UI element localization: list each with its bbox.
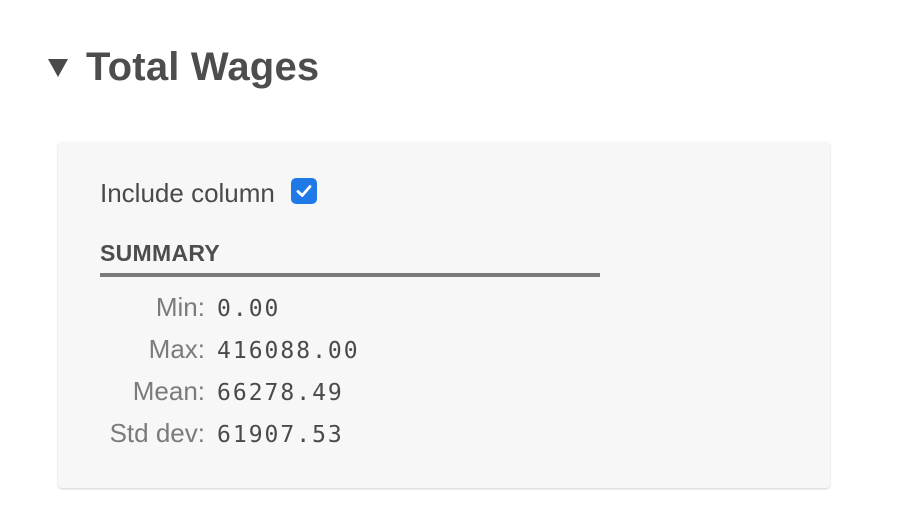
stat-label: Min: [155,292,205,322]
stat-row-min: Min: 0.00 [100,292,360,334]
stat-row-max: Max: 416088.00 [100,334,360,376]
section-header-total-wages[interactable]: Total Wages [48,40,319,94]
stat-value: 66278.49 [217,380,344,406]
stat-value: 0.00 [217,296,281,322]
include-column-checkbox[interactable] [290,178,317,204]
stat-value: 61907.53 [217,422,344,448]
checkmark-icon [296,185,312,197]
summary-stats: Min: 0.00 Max: 416088.00 Mean: 66278.49 … [100,292,360,460]
stat-label: Std dev: [109,418,205,448]
stat-row-mean: Mean: 66278.49 [100,376,360,418]
stat-label: Max: [148,334,205,364]
triangle-down-icon[interactable] [48,59,68,77]
stat-value: 416088.00 [217,338,360,364]
stat-label: Mean: [132,376,205,406]
include-column-label: Include column [100,177,275,208]
section-title: Total Wages [86,44,320,89]
stat-row-std-dev: Std dev: 61907.53 [100,418,360,460]
include-column-row: Include column [100,176,317,210]
column-details-panel: Include column SUMMARY Min: 0.00 Max: 41… [58,142,830,488]
summary-heading: SUMMARY [100,240,600,277]
